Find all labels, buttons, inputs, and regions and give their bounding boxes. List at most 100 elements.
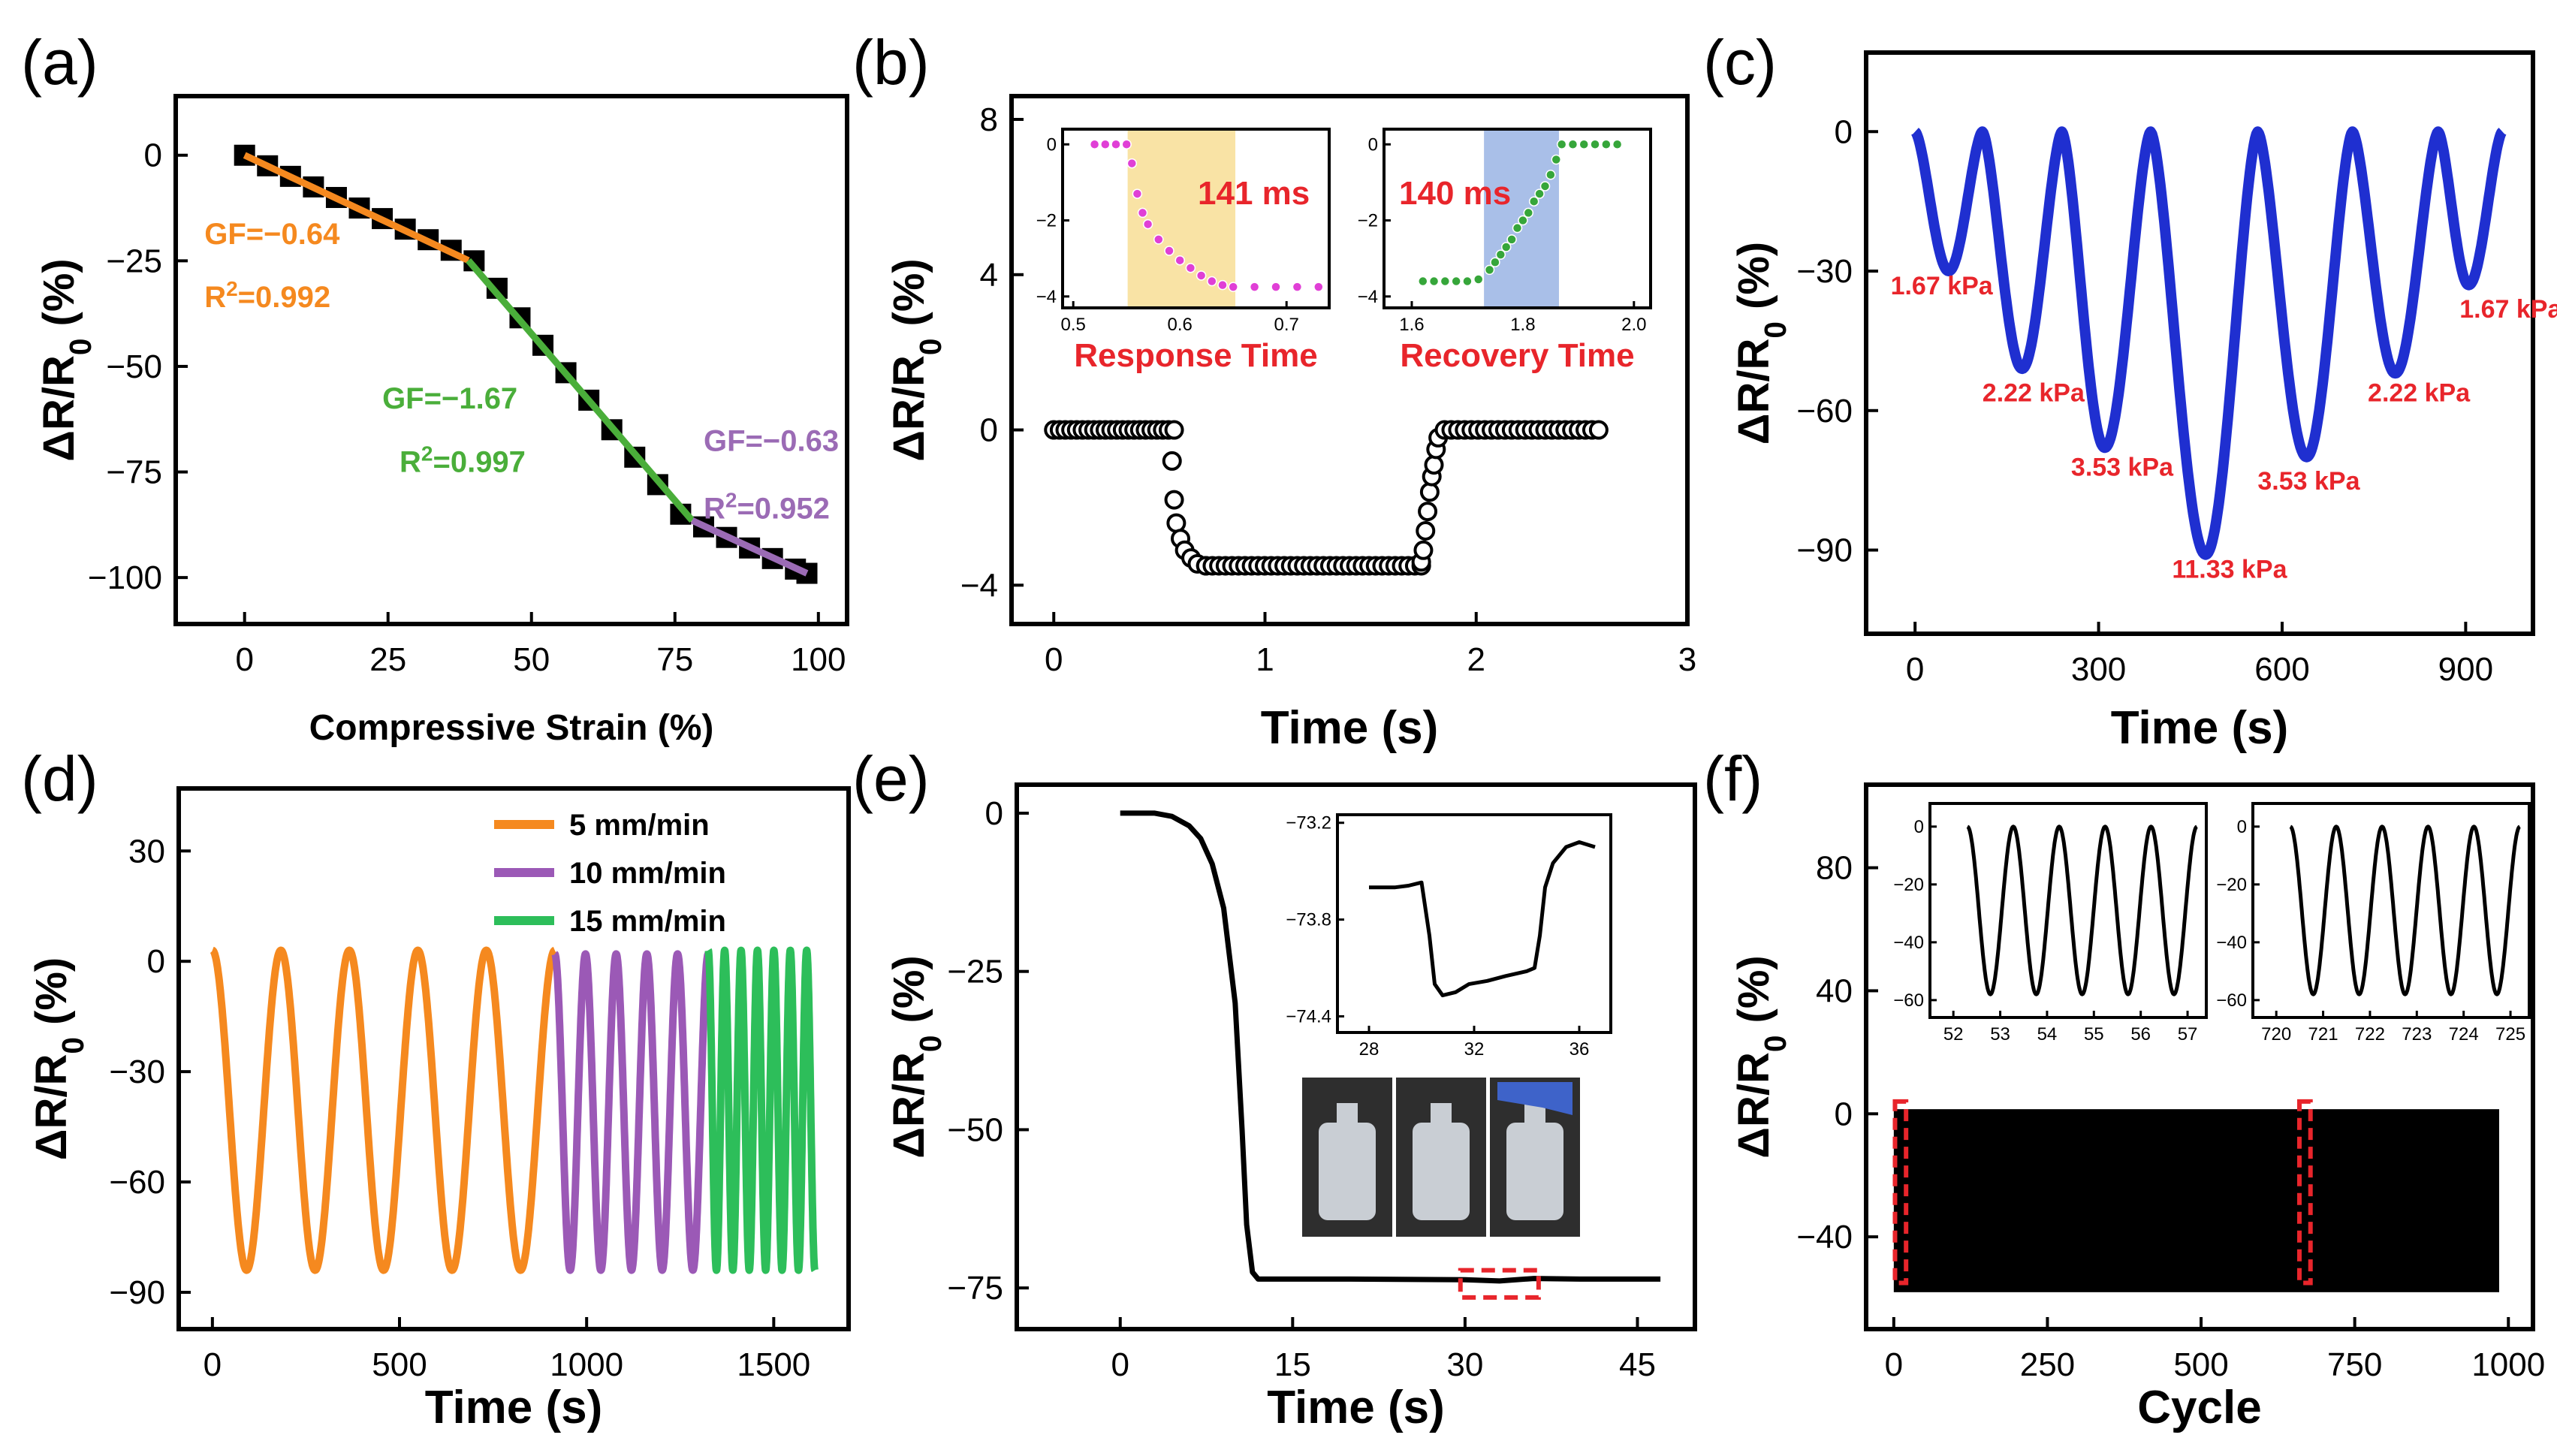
- y-tick-label: 0: [985, 795, 1003, 832]
- x-tick-label: 3: [1678, 641, 1696, 678]
- inset-point: [1217, 279, 1228, 291]
- x-tick-label: 250: [2020, 1346, 2075, 1383]
- inset-point: [1126, 158, 1138, 169]
- x-tick-label: 50: [513, 641, 550, 678]
- panel-c: 0 300 600 900 0 −30 −60 −90 (c) Time (s) ΔR/R0 (%)…: [1703, 27, 2557, 754]
- panel-label: (c): [1703, 27, 1777, 98]
- inset-point: [1556, 139, 1567, 150]
- x-tick-label: 1000: [550, 1346, 623, 1383]
- x-tick-label: 0: [1045, 641, 1063, 678]
- x-tick-label: 900: [2438, 651, 2493, 688]
- inset-point: [1484, 264, 1495, 276]
- panel-f: 0 250 500 750 1000 80 40 0 −40 (f) Cycle ΔR/R0 (%) 5…: [1703, 743, 2545, 1433]
- plot-frame: [1009, 94, 1690, 626]
- inset-x-tick-label: 53: [1990, 1024, 2010, 1045]
- y-axis-label: ΔR/R0 (%): [35, 258, 98, 461]
- inset-point: [1518, 215, 1528, 226]
- inset-x-tick-label: 720: [2261, 1024, 2291, 1045]
- y-tick-label: −50: [947, 1111, 1003, 1148]
- data-point: [1424, 455, 1444, 475]
- inset-point: [1523, 207, 1534, 219]
- inset-point: [1612, 139, 1623, 150]
- inset-point: [1567, 139, 1579, 150]
- inset-frame: [2251, 802, 2531, 1019]
- inset-b-left: 0.5 0.6 0.7 0 −2 −4 141 ms Response Time: [1036, 128, 1331, 374]
- y-tick-label: −90: [1796, 532, 1853, 569]
- inset-x-tick-label: 2.0: [1621, 315, 1646, 335]
- inset-point: [1506, 234, 1517, 245]
- inset-point: [1228, 282, 1238, 292]
- weight-neck: [1431, 1103, 1452, 1126]
- x-tick-label: 600: [2254, 651, 2309, 688]
- inset-point: [1271, 282, 1281, 292]
- fit-line: [690, 517, 809, 577]
- pressure-label: 3.53 kPa: [2257, 467, 2360, 496]
- inset-point: [1164, 246, 1174, 256]
- panel-label: (a): [21, 27, 98, 98]
- y-tick-label: −25: [947, 954, 1003, 990]
- inset-point: [1249, 282, 1260, 292]
- x-tick-label: 750: [2327, 1346, 2382, 1383]
- x-axis-label: Time (s): [425, 1382, 603, 1433]
- pressure-label: 1.67 kPa: [1891, 272, 1994, 300]
- inset-point: [1579, 139, 1589, 150]
- pressure-label: 3.53 kPa: [2071, 453, 2174, 481]
- x-tick-label: 45: [1619, 1346, 1656, 1383]
- legend-entry: 10 mm/min: [569, 857, 726, 890]
- inset-y-tick-label: 0: [1914, 817, 1924, 837]
- y-axis-label: ΔR/R0 (%): [27, 957, 90, 1160]
- y-tick-label: −100: [88, 559, 162, 596]
- zoom-box: [2296, 1099, 2313, 1286]
- inset-x-tick-label: 723: [2402, 1024, 2432, 1045]
- inset-point: [1462, 276, 1473, 287]
- time-value: 141 ms: [1198, 175, 1310, 212]
- inset-point: [1451, 276, 1461, 287]
- y-tick-label: 0: [144, 137, 162, 174]
- x-tick-label: 0: [1885, 1346, 1903, 1383]
- inset-x-tick-label: 0.5: [1061, 315, 1086, 335]
- y-tick-label: −30: [109, 1054, 165, 1090]
- x-tick-label: 1: [1256, 641, 1274, 678]
- y-tick-label: −50: [106, 348, 162, 385]
- data-point: [1419, 482, 1440, 502]
- weight-body: [1506, 1123, 1563, 1220]
- inset-point: [1528, 196, 1539, 206]
- inset-point: [1512, 222, 1523, 234]
- inset-point: [1545, 170, 1556, 180]
- inset-y-tick-label: −40: [2216, 933, 2247, 953]
- x-tick-label: 500: [372, 1346, 427, 1383]
- inset: 28 32 36 −73.2 −73.8 −74.4: [1286, 813, 1612, 1060]
- y-tick-label: −90: [109, 1274, 165, 1311]
- inset-point: [1207, 276, 1217, 287]
- inset-x-tick-label: 32: [1464, 1039, 1485, 1060]
- inset-b-right: 1.6 1.8 2.0 0 −2 −4 140 ms Recovery Time: [1358, 128, 1652, 374]
- y-tick-label: −60: [1796, 393, 1853, 430]
- inset-point: [1551, 154, 1562, 165]
- x-tick-label: 15: [1274, 1346, 1311, 1383]
- y-tick-label: 0: [980, 412, 998, 449]
- inset-x-tick-label: 0.7: [1274, 315, 1299, 335]
- inset-point: [1100, 139, 1111, 150]
- inset-y-tick-label: −73.2: [1286, 813, 1331, 834]
- series-line: [704, 946, 819, 1274]
- y-tick-label: −60: [109, 1164, 165, 1201]
- zoom-box: [1458, 1268, 1541, 1300]
- inset-point: [1121, 139, 1132, 150]
- inset-point: [1539, 181, 1551, 191]
- y-tick-label: 0: [1835, 113, 1853, 150]
- plot-frame: [1864, 50, 2535, 636]
- inset-line: [1369, 840, 1596, 998]
- inset-x-tick-label: 1.8: [1510, 315, 1535, 335]
- plot-frame: [1864, 782, 2535, 1331]
- series-line: [1120, 810, 1661, 1284]
- y-axis-label: ΔR/R0 (%): [885, 955, 948, 1158]
- plot-frame: [173, 94, 849, 626]
- data-point: [1164, 490, 1184, 510]
- inset-frame: [1928, 802, 2208, 1019]
- zoom-box: [1892, 1099, 1909, 1286]
- x-axis-label: Cycle: [2137, 1382, 2261, 1433]
- weight-neck: [1337, 1103, 1358, 1126]
- panel-label: (e): [852, 743, 930, 814]
- inset-x-tick-label: 0.6: [1168, 315, 1193, 335]
